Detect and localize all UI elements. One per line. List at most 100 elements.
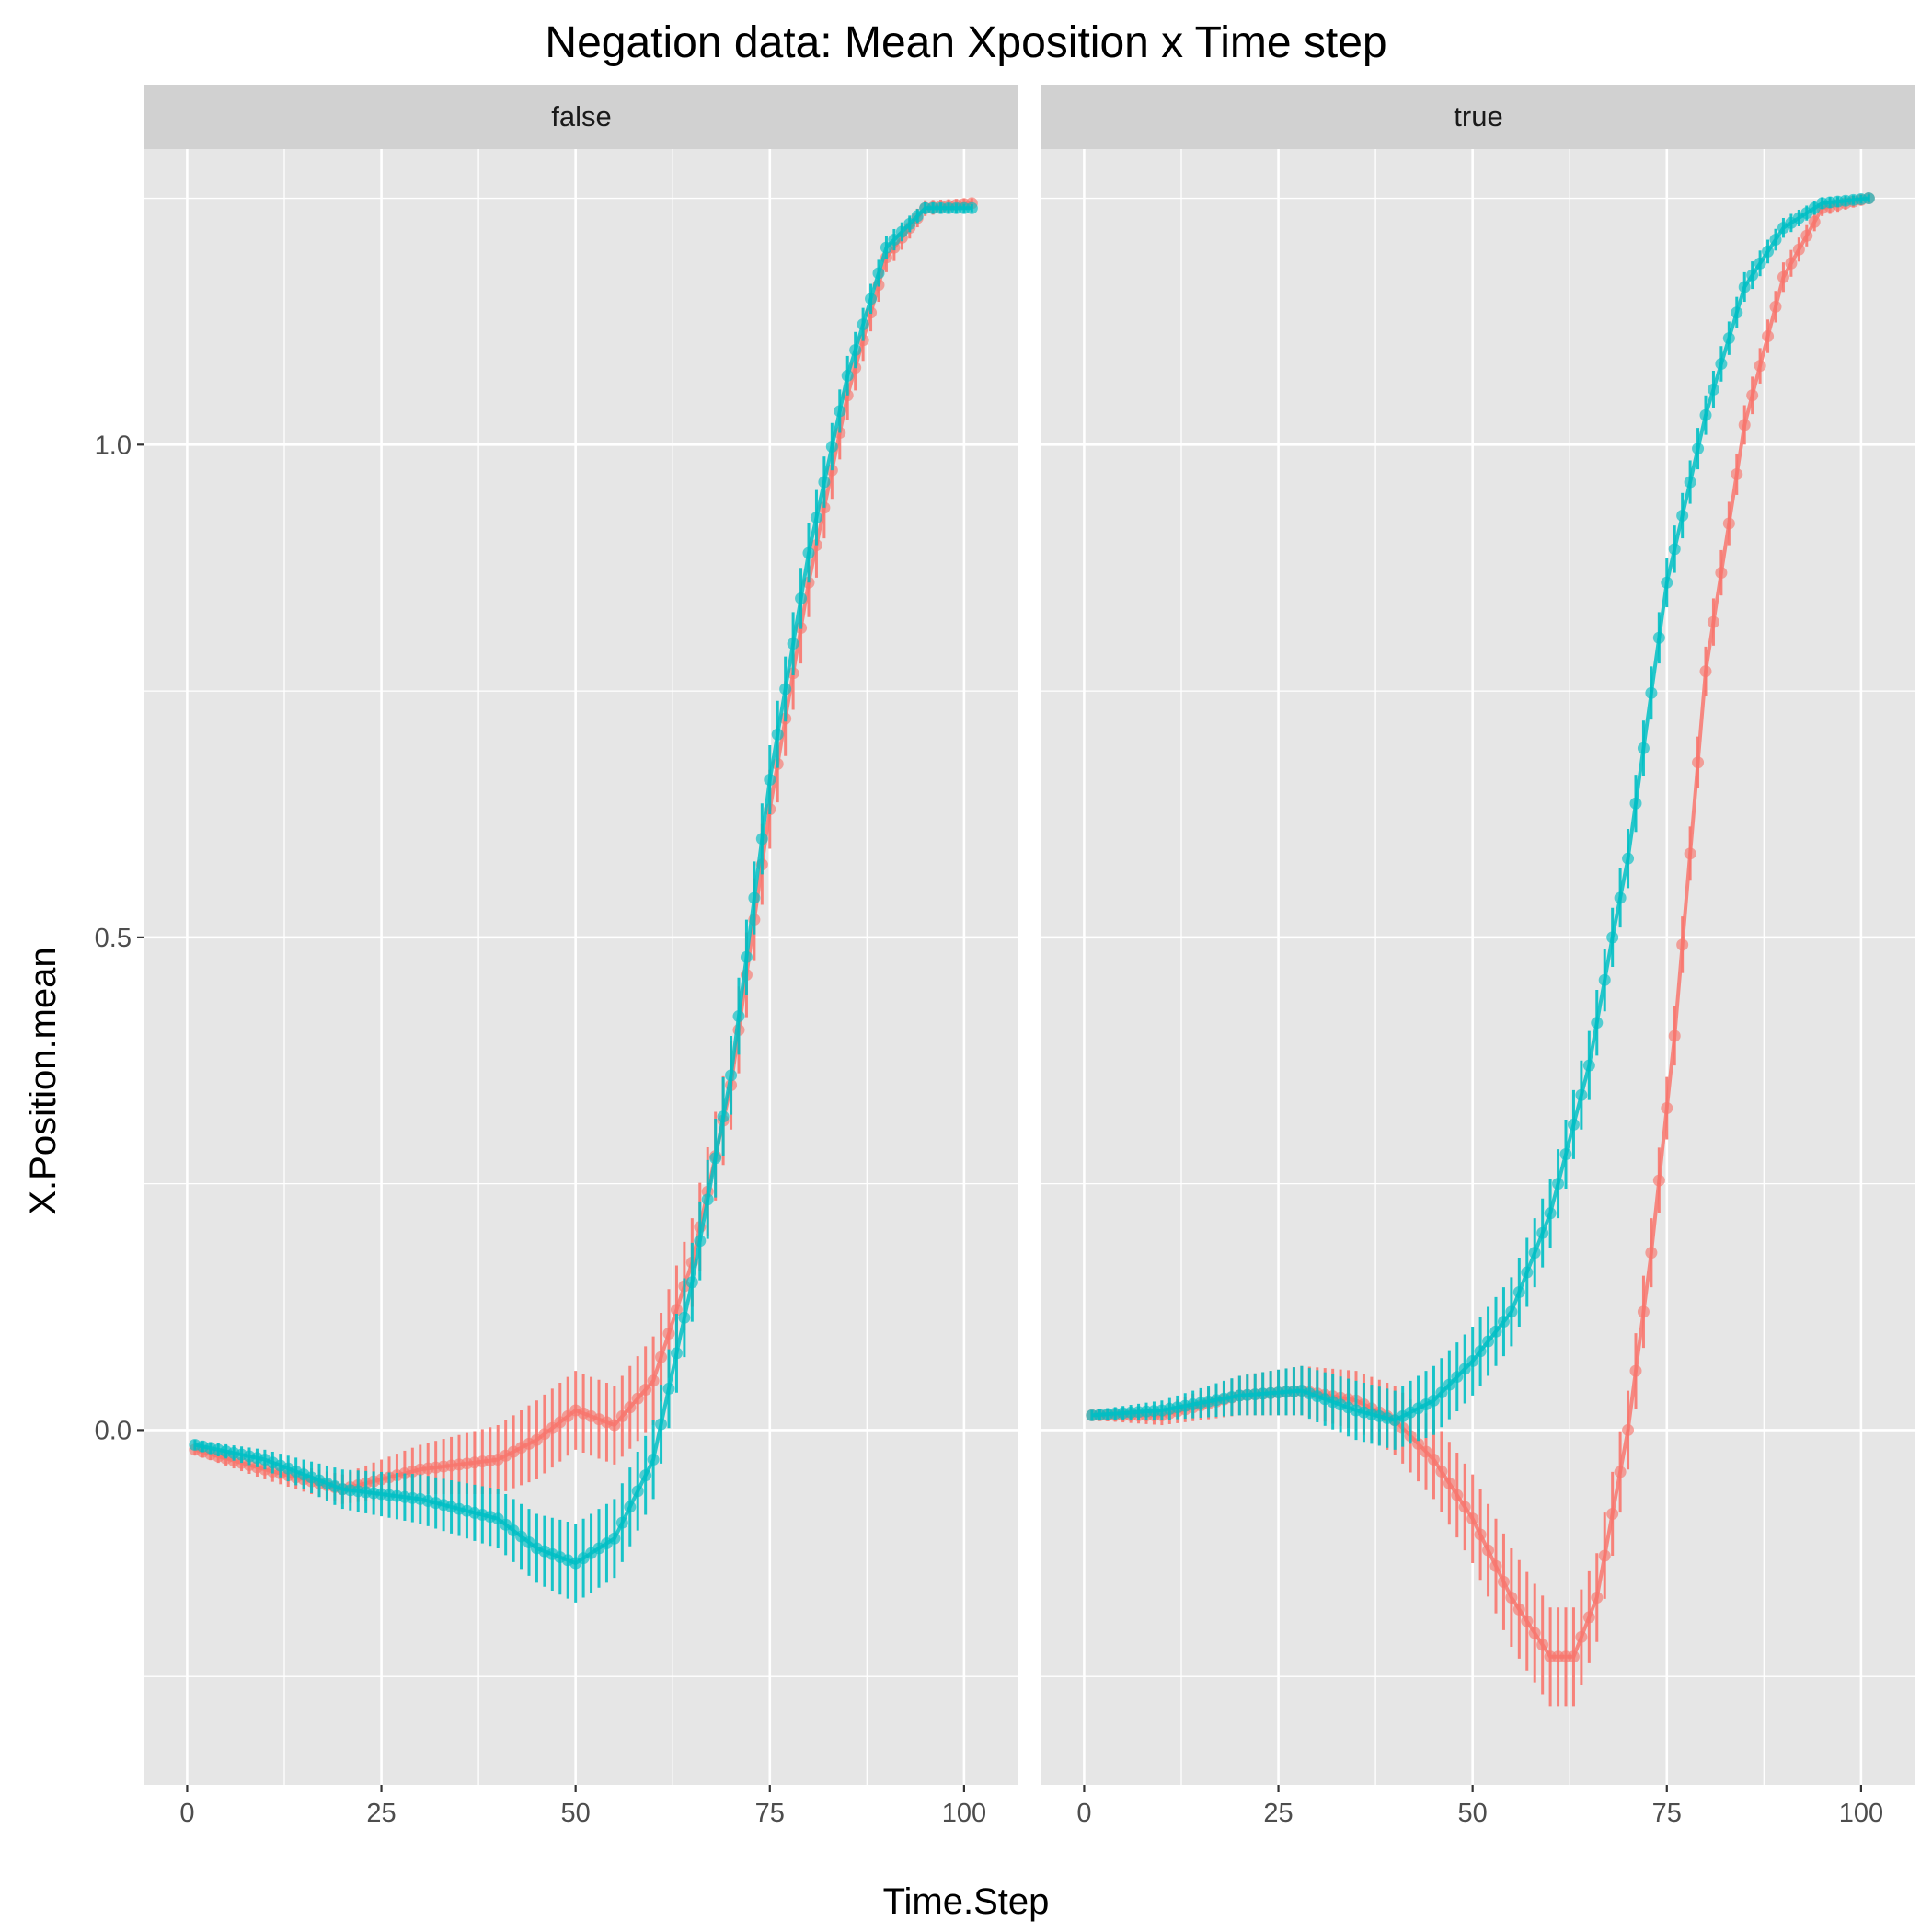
data-point xyxy=(1699,408,1712,421)
data-point xyxy=(1412,1437,1425,1450)
data-point xyxy=(771,728,784,741)
facet-panels: false 0 25 50 75 100 0.0 0.5 1.0 true 0 25 50 75 100 xyxy=(95,85,1915,1828)
data-point xyxy=(1536,1639,1549,1651)
data-point xyxy=(1427,1394,1440,1407)
data-point xyxy=(1707,615,1719,628)
data-point xyxy=(787,638,799,650)
data-point xyxy=(802,546,815,559)
data-point xyxy=(1591,1591,1604,1604)
data-point xyxy=(1692,443,1705,455)
data-point xyxy=(1637,742,1650,754)
data-point xyxy=(1435,1386,1448,1399)
data-point xyxy=(965,201,978,214)
data-point xyxy=(748,891,761,904)
data-point xyxy=(608,1532,621,1545)
data-point xyxy=(865,293,878,305)
data-point xyxy=(1762,245,1775,258)
series-teal xyxy=(189,201,978,1603)
data-point xyxy=(1528,1627,1541,1639)
data-point xyxy=(1661,576,1673,589)
data-point xyxy=(1622,852,1635,865)
data-point xyxy=(1466,1512,1479,1525)
data-point xyxy=(615,1516,628,1529)
chart-title: Negation data: Mean Xposition x Time ste… xyxy=(545,18,1386,67)
data-point xyxy=(1458,1501,1471,1513)
data-point xyxy=(1762,330,1775,343)
data-point xyxy=(732,1010,745,1023)
data-point xyxy=(1598,1549,1611,1562)
data-point xyxy=(740,950,753,963)
data-point xyxy=(1591,1017,1604,1029)
data-point xyxy=(1645,1247,1658,1259)
data-point xyxy=(1443,1477,1455,1489)
data-point xyxy=(1707,383,1719,396)
data-point xyxy=(1668,1029,1681,1042)
data-point xyxy=(1738,419,1751,431)
data-point xyxy=(825,440,838,453)
data-point xyxy=(1552,1178,1565,1190)
data-point xyxy=(1722,332,1735,345)
facet-strip xyxy=(144,85,1018,149)
data-point xyxy=(1738,281,1751,293)
data-point xyxy=(1575,1088,1588,1101)
facet-strip-label: true xyxy=(1454,100,1502,132)
data-point xyxy=(1715,567,1728,580)
data-point xyxy=(1622,1423,1635,1436)
data-point xyxy=(1559,1148,1572,1161)
data-point xyxy=(880,241,892,254)
facet-strip xyxy=(1041,85,1915,149)
data-point xyxy=(1731,467,1743,480)
data-point xyxy=(795,592,808,604)
data-point xyxy=(1536,1226,1549,1239)
data-point xyxy=(647,1374,660,1387)
data-point xyxy=(1676,938,1689,951)
data-point xyxy=(670,1304,683,1317)
data-point xyxy=(1769,234,1782,247)
data-point xyxy=(1637,1305,1650,1318)
data-point xyxy=(1746,389,1759,402)
data-point xyxy=(1528,1247,1541,1259)
data-point xyxy=(857,318,869,331)
data-point xyxy=(631,1392,644,1405)
data-point xyxy=(1692,756,1705,769)
data-point xyxy=(1661,1102,1673,1115)
x-tick-label: 75 xyxy=(1652,1799,1682,1828)
data-point xyxy=(1521,1615,1534,1627)
data-point xyxy=(701,1193,714,1206)
data-point xyxy=(755,833,768,845)
x-tick-label: 0 xyxy=(179,1799,194,1828)
panel-background xyxy=(1041,149,1915,1785)
x-tick-label: 100 xyxy=(942,1799,986,1828)
data-point xyxy=(678,1311,691,1324)
data-point xyxy=(1614,1466,1627,1478)
data-point xyxy=(662,1327,675,1340)
data-point xyxy=(1458,1363,1471,1375)
data-point xyxy=(1443,1378,1455,1391)
panel-background xyxy=(144,149,1018,1785)
y-tick-label: 0.0 xyxy=(95,1416,132,1445)
data-point xyxy=(1715,357,1728,370)
data-point xyxy=(1567,1118,1580,1131)
x-tick-label: 25 xyxy=(1263,1799,1293,1828)
data-point xyxy=(1427,1454,1440,1466)
data-point xyxy=(888,234,901,247)
data-point xyxy=(1497,1316,1510,1328)
data-point xyxy=(1482,1335,1495,1348)
data-point xyxy=(685,1276,698,1289)
data-point xyxy=(764,773,776,786)
data-point xyxy=(639,1469,652,1482)
data-point xyxy=(1466,1354,1479,1367)
data-point xyxy=(841,369,854,382)
data-point xyxy=(709,1152,722,1165)
data-point xyxy=(1769,300,1782,313)
data-point xyxy=(903,217,916,230)
data-point xyxy=(1731,306,1743,319)
x-tick-label: 50 xyxy=(1458,1799,1488,1828)
data-point xyxy=(1544,1207,1557,1220)
y-tick-label: 1.0 xyxy=(95,431,132,460)
data-point xyxy=(717,1110,730,1123)
data-point xyxy=(1722,517,1735,530)
data-point xyxy=(631,1485,644,1498)
data-point xyxy=(1684,847,1696,860)
